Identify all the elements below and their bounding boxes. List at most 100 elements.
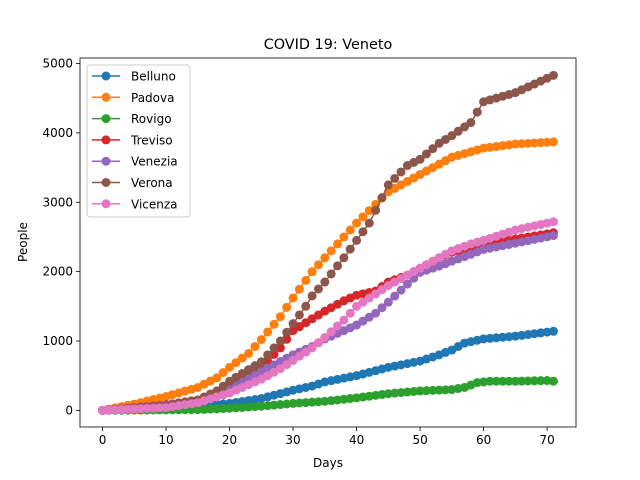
legend-marker [101,178,111,187]
data-point [523,376,533,386]
data-point [250,342,260,352]
data-point [237,353,247,363]
data-point [269,343,279,353]
data-point [212,404,222,414]
data-point [548,137,558,147]
data-point [256,335,266,345]
data-point [275,336,285,346]
legend-entry: Padova [92,91,174,105]
data-point [460,122,470,132]
data-point [504,376,514,386]
legend-marker [101,92,111,102]
data-point [345,244,355,254]
data-point [396,285,406,295]
legend-label: Venezia [131,155,178,169]
data-point [307,291,317,301]
x-tick-label: 20 [222,433,237,447]
legend-marker [101,199,111,209]
data-point [352,301,362,311]
data-point [364,218,374,228]
data-point [358,212,368,222]
data-point [282,327,292,337]
legend-entry: Rovigo [92,112,172,126]
data-point [548,70,558,80]
data-point [104,405,114,415]
data-point [510,376,520,386]
data-point [472,107,482,117]
data-point [275,343,285,353]
y-tick-label: 3000 [42,195,73,209]
data-point [440,385,450,395]
x-axis: 0 10 20 30 40 50 60 70 [99,427,555,447]
data-point [390,291,400,301]
legend-entry: Belluno [92,70,176,84]
y-tick-label: 0 [65,403,73,417]
data-point [263,350,273,360]
data-point [352,218,362,228]
data-point [358,297,368,307]
data-point [491,376,501,386]
data-point [529,376,539,386]
data-point [288,319,298,329]
data-point [275,364,285,374]
x-tick-label: 0 [99,433,107,447]
data-point [269,319,279,329]
data-point [383,297,393,307]
data-point [466,118,476,128]
legend-marker [101,114,111,124]
data-point [333,321,343,331]
data-point [301,275,311,285]
data-point [129,404,139,414]
x-axis-label: Days [313,456,343,470]
data-point [421,149,431,159]
y-axis-label: People [16,222,30,262]
x-tick-label: 30 [285,433,300,447]
data-point [288,355,298,365]
y-tick-label: 1000 [42,334,73,348]
data-point [402,279,412,289]
data-point [225,362,235,372]
legend-entry: Verona [92,176,173,190]
data-point [282,302,292,312]
legend-label: Rovigo [131,112,172,126]
data-point [548,217,558,227]
legend-marker [101,71,111,81]
legend-label: Belluno [131,70,176,84]
data-point [542,137,552,147]
data-point [110,405,120,415]
data-point [358,227,368,237]
data-point [136,404,146,414]
data-point [117,405,127,415]
data-point [212,373,222,383]
plot-frame [79,57,577,428]
data-point [313,338,323,348]
data-point [326,246,336,256]
x-tick-label: 60 [476,433,491,447]
data-point [548,376,558,386]
data-point [301,347,311,357]
x-tick-label: 50 [412,433,427,447]
data-point [364,293,374,303]
data-point [301,301,311,311]
data-point [313,284,323,294]
data-point [548,326,558,336]
data-point [428,385,438,395]
data-point [428,144,438,154]
data-point [320,333,330,343]
data-point [307,267,317,277]
data-point [256,357,266,367]
data-point [218,381,228,391]
data-point [282,360,292,370]
data-point [364,206,374,216]
legend-label: Padova [131,91,174,105]
data-point [345,308,355,318]
data-point [434,385,444,395]
data-point [294,284,304,294]
data-point [371,308,381,318]
legend: Belluno Padova Rovigo Treviso Venezia Verona V… [86,64,191,218]
data-point [453,126,463,136]
legend-box [86,64,191,218]
data-point [415,154,425,164]
data-point [352,235,362,245]
data-point [339,315,349,325]
